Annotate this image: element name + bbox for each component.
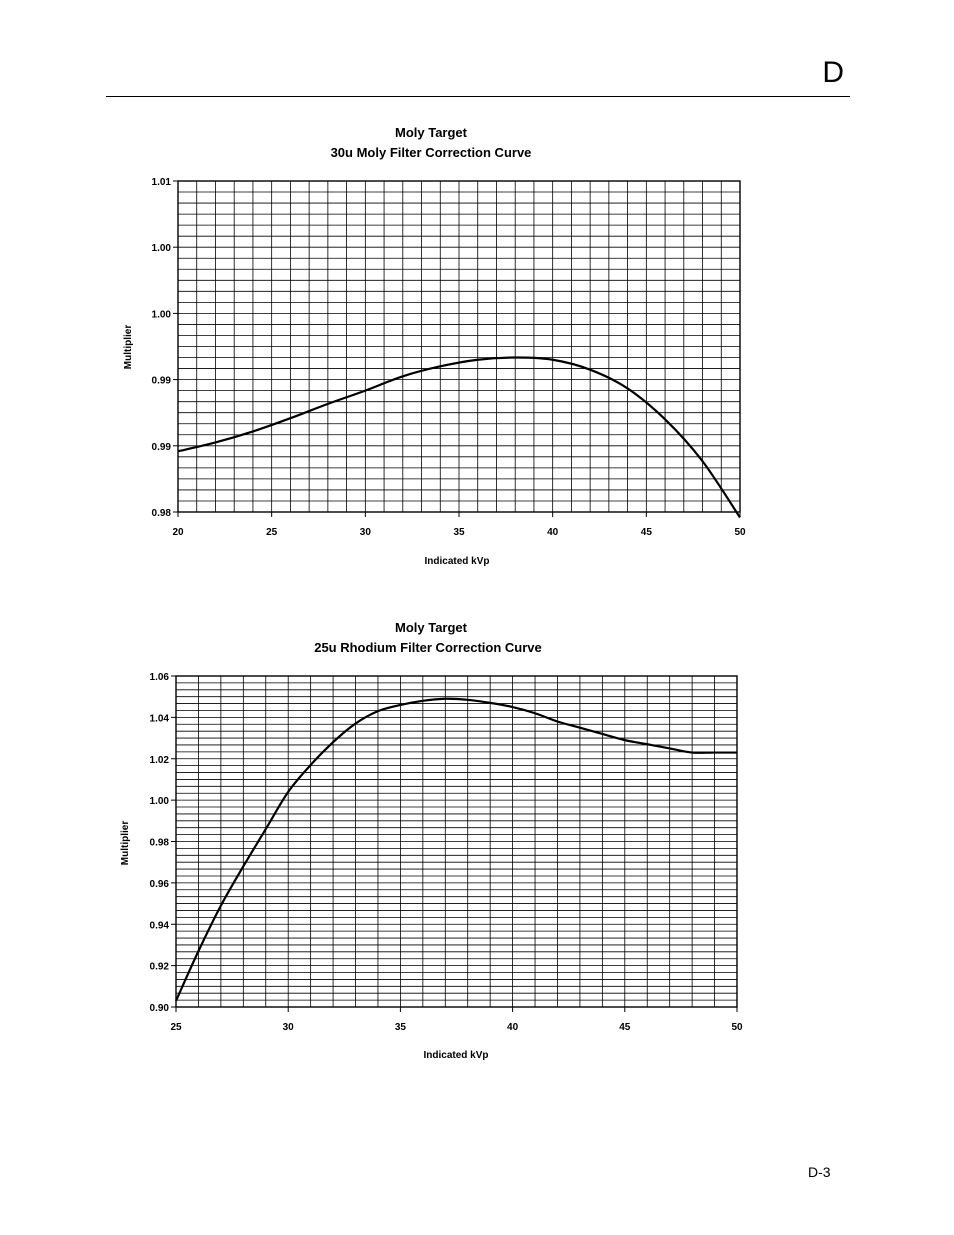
y-tick-label: 0.99	[152, 376, 172, 387]
chart-25u-rhodium-filter: Moly Target 25u Rhodium Filter Correctio…	[120, 620, 743, 1061]
x-tick-label: 25	[170, 1022, 182, 1033]
header-rule	[106, 96, 850, 97]
series-layer	[174, 697, 737, 1002]
chart-grid	[177, 180, 741, 513]
y-tick-label: 1.06	[150, 672, 170, 683]
x-tick-label: 50	[731, 1022, 743, 1033]
x-tick-label: 30	[283, 1022, 295, 1033]
x-tick-label: 30	[360, 527, 372, 538]
x-axis-label: Indicated kVp	[424, 556, 489, 567]
y-axis-label: Multiplier	[120, 821, 131, 866]
chart-title: Moly Target	[395, 620, 468, 635]
chart-30u-moly-filter: Moly Target 30u Moly Filter Correction C…	[123, 125, 746, 567]
y-tick-label: 0.98	[152, 508, 172, 519]
y-tick-label: 0.94	[150, 920, 170, 931]
section-letter: D	[822, 56, 844, 89]
x-tick-labels: 20 25 30 35 40 45 50	[172, 512, 746, 538]
series-layer	[177, 356, 741, 519]
x-tick-label: 50	[734, 527, 746, 538]
y-tick-label: 1.01	[152, 177, 172, 188]
y-tick-label: 1.00	[150, 796, 170, 807]
series-line	[177, 356, 741, 519]
x-tick-label: 40	[547, 527, 559, 538]
y-tick-label: 0.98	[150, 838, 170, 849]
y-tick-label: 0.90	[150, 1003, 170, 1014]
y-tick-label: 1.02	[150, 755, 170, 766]
y-tick-label: 0.92	[150, 962, 170, 973]
x-tick-label: 35	[395, 1022, 407, 1033]
y-tick-labels: 0.98 0.99 0.99 1.00 1.00 1.01	[152, 177, 178, 519]
x-tick-label: 40	[507, 1022, 519, 1033]
x-tick-label: 25	[266, 527, 278, 538]
x-tick-label: 45	[641, 527, 653, 538]
series-line	[174, 697, 737, 1002]
y-tick-label: 0.99	[152, 442, 172, 453]
chart-grid	[175, 675, 738, 1008]
y-tick-labels: 0.90 0.92 0.94 0.96 0.98 1.00 1.02 1.04 1.06	[150, 672, 176, 1014]
page-number: D-3	[808, 1164, 831, 1180]
x-tick-labels: 25 30 35 40 45 50	[170, 1007, 743, 1033]
y-tick-label: 1.00	[152, 243, 172, 254]
x-axis-label: Indicated kVp	[423, 1050, 488, 1061]
chart-subtitle: 25u Rhodium Filter Correction Curve	[314, 640, 542, 655]
x-tick-label: 45	[619, 1022, 631, 1033]
chart-subtitle: 30u Moly Filter Correction Curve	[331, 145, 532, 160]
y-tick-label: 1.04	[150, 713, 170, 724]
y-tick-label: 0.96	[150, 879, 170, 890]
x-tick-label: 35	[453, 527, 465, 538]
y-tick-label: 1.00	[152, 309, 172, 320]
chart-title: Moly Target	[395, 125, 468, 140]
x-tick-label: 20	[172, 527, 184, 538]
y-axis-label: Multiplier	[123, 325, 134, 370]
